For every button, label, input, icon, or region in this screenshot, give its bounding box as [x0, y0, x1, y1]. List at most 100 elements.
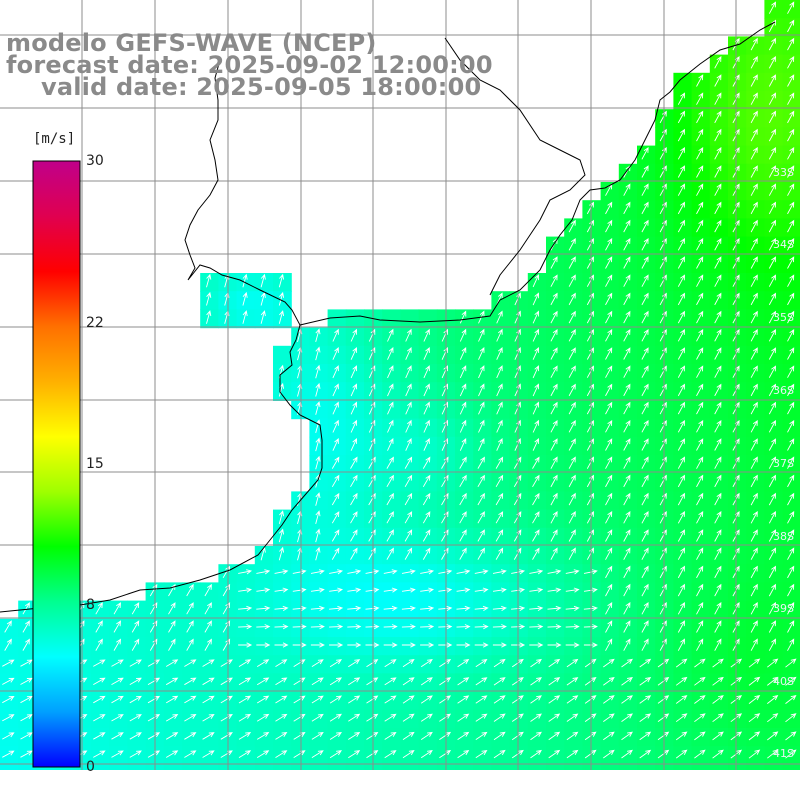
- wind-cell: [655, 618, 674, 638]
- wind-arrow: [93, 750, 106, 758]
- wind-arrow: [696, 274, 704, 287]
- wind-cell: [709, 109, 729, 128]
- wind-cell: [382, 582, 401, 602]
- wind-cell: [418, 418, 438, 438]
- wind-arrow: [677, 201, 685, 215]
- wind-arrow: [548, 749, 561, 759]
- wind-cell: [509, 345, 529, 365]
- wind-cell: [91, 655, 110, 674]
- wind-cell: [709, 382, 729, 401]
- wind-cell: [600, 673, 620, 693]
- wind-cell: [782, 236, 800, 256]
- wind-cell: [564, 527, 583, 547]
- wind-arrow: [641, 219, 649, 233]
- wind-cell: [673, 345, 693, 365]
- wind-cell: [163, 709, 183, 729]
- wind-arrow: [768, 256, 776, 269]
- wind-arrow: [441, 547, 449, 560]
- wind-arrow: [386, 529, 394, 542]
- wind-cell: [91, 709, 110, 729]
- wind-arrow: [623, 529, 631, 542]
- wind-cell: [254, 637, 274, 656]
- wind-cell: [746, 127, 765, 147]
- wind-arrow: [186, 602, 194, 615]
- wind-cell: [618, 455, 638, 474]
- wind-arrow: [311, 713, 324, 722]
- wind-arrow: [256, 605, 271, 611]
- wind-arrow: [768, 456, 776, 469]
- wind-cell: [473, 564, 492, 583]
- wind-cell: [309, 564, 329, 583]
- wind-cell: [527, 637, 547, 656]
- wind-arrow: [568, 219, 576, 233]
- wind-cell: [728, 728, 747, 747]
- wind-arrow: [366, 695, 379, 704]
- wind-cell: [782, 709, 800, 729]
- wind-cell: [273, 273, 292, 292]
- wind-arrow: [787, 201, 795, 215]
- wind-cell: [728, 109, 747, 128]
- wind-arrow: [401, 642, 416, 648]
- wind-cell: [382, 728, 401, 747]
- wind-arrow: [566, 677, 579, 686]
- wind-cell: [473, 728, 492, 747]
- wind-cell: [455, 400, 474, 420]
- wind-arrow: [768, 620, 776, 633]
- wind-arrow: [605, 347, 613, 360]
- wind-cell: [709, 273, 729, 292]
- wind-arrow: [365, 569, 380, 575]
- wind-arrow: [605, 456, 613, 469]
- wind-cell: [382, 436, 401, 456]
- wind-arrow: [605, 256, 613, 269]
- wind-arrow: [787, 456, 795, 469]
- wind-arrow: [496, 401, 503, 415]
- wind-arrow: [639, 749, 652, 759]
- wind-arrow: [714, 383, 722, 397]
- wind-cell: [728, 91, 747, 110]
- wind-arrow: [278, 528, 285, 543]
- wind-cell: [163, 691, 183, 711]
- wind-cell: [345, 382, 365, 401]
- wind-cell: [400, 728, 420, 747]
- wind-arrow: [275, 732, 288, 740]
- wind-cell: [200, 309, 219, 329]
- wind-cell: [655, 236, 674, 256]
- wind-cell: [400, 364, 420, 383]
- title-line-3: valid date: 2025-09-05 18:00:00: [41, 73, 482, 101]
- wind-arrow: [2, 696, 15, 704]
- wind-arrow: [384, 659, 397, 668]
- wind-cell: [655, 309, 674, 329]
- wind-cell: [691, 309, 711, 329]
- wind-cell: [509, 382, 529, 401]
- wind-arrow: [565, 605, 580, 611]
- wind-cell: [655, 473, 674, 492]
- wind-cell: [18, 600, 37, 620]
- wind-arrow: [714, 219, 722, 233]
- wind-arrow: [184, 750, 197, 758]
- wind-cell: [728, 746, 747, 765]
- wind-cell: [691, 345, 711, 365]
- wind-cell: [582, 455, 602, 474]
- wind-cell: [728, 182, 747, 201]
- wind-cell: [382, 309, 401, 329]
- wind-arrow: [315, 382, 321, 397]
- wind-arrow: [275, 677, 288, 686]
- wind-cell: [655, 109, 674, 128]
- wind-arrow: [331, 529, 340, 542]
- wind-arrow: [315, 401, 321, 415]
- wind-cell: [618, 491, 638, 511]
- wind-arrow: [387, 401, 394, 415]
- wind-cell: [618, 182, 638, 201]
- wind-cell: [127, 709, 147, 729]
- wind-arrow: [621, 731, 633, 741]
- wind-arrow: [603, 676, 615, 686]
- wind-cell: [382, 637, 401, 656]
- wind-cell: [236, 600, 256, 620]
- wind-arrow: [149, 638, 158, 651]
- wind-arrow: [184, 713, 197, 722]
- wind-arrow: [584, 658, 597, 668]
- wind-arrow: [696, 529, 704, 542]
- wind-cell: [491, 436, 511, 456]
- wind-arrow: [329, 569, 344, 575]
- wind-cell: [782, 182, 800, 201]
